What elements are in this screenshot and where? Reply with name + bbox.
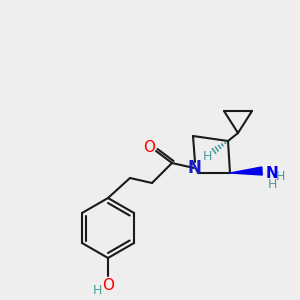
Text: N: N	[187, 159, 201, 177]
Polygon shape	[230, 167, 262, 175]
Text: H: H	[202, 149, 212, 163]
Text: O: O	[102, 278, 114, 292]
Text: H: H	[267, 178, 277, 191]
Text: O: O	[143, 140, 155, 155]
Text: H: H	[92, 284, 102, 296]
Text: H: H	[275, 169, 285, 182]
Text: N: N	[266, 166, 278, 181]
